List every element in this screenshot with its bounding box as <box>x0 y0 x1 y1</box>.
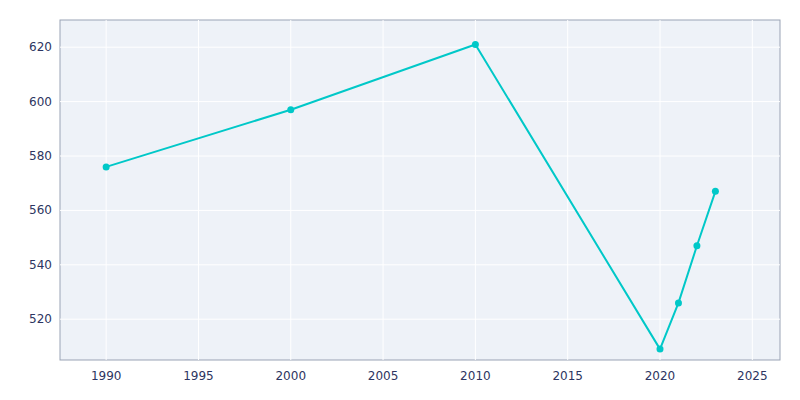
point <box>103 163 110 170</box>
grid-line-x <box>660 20 661 360</box>
grid-line-x <box>752 20 753 360</box>
grid-line-y <box>60 210 780 211</box>
grid-line-x <box>567 20 568 360</box>
series <box>103 41 719 353</box>
x-tick-label: 2025 <box>737 369 768 383</box>
grid-line-y <box>60 47 780 48</box>
chart-svg: 1990 1995 2000 2005 2010 2015 2020 2025 520 540 56… <box>0 0 800 400</box>
chart-container: 1990 1995 2000 2005 2010 2015 2020 2025 520 540 56… <box>0 0 800 400</box>
grid <box>60 20 780 360</box>
x-tick-label: 2005 <box>368 369 399 383</box>
point <box>287 106 294 113</box>
y-tick-label: 580 <box>29 149 52 163</box>
point <box>675 299 682 306</box>
grid-line-x <box>106 20 107 360</box>
point <box>472 41 479 48</box>
y-tick-label: 600 <box>29 95 52 109</box>
y-tick-label: 520 <box>29 312 52 326</box>
point <box>657 346 664 353</box>
x-tick-label: 2020 <box>645 369 676 383</box>
grid-line-x <box>475 20 476 360</box>
x-tick-label: 2015 <box>552 369 583 383</box>
line <box>106 44 715 349</box>
grid-line-x <box>383 20 384 360</box>
point <box>712 188 719 195</box>
x-tick-label: 1990 <box>91 369 122 383</box>
grid-line-y <box>60 156 780 157</box>
grid-line-x <box>198 20 199 360</box>
x-tick-label: 2000 <box>275 369 306 383</box>
tick-labels: 1990 1995 2000 2005 2010 2015 2020 2025 520 540 56… <box>29 40 767 383</box>
y-tick-label: 560 <box>29 203 52 217</box>
grid-line-x <box>290 20 291 360</box>
point <box>693 242 700 249</box>
x-tick-label: 1995 <box>183 369 214 383</box>
grid-line-y <box>60 101 780 102</box>
y-tick-label: 540 <box>29 258 52 272</box>
x-tick-label: 2010 <box>460 369 491 383</box>
grid-line-y <box>60 264 780 265</box>
plot-area <box>60 20 780 360</box>
y-tick-label: 620 <box>29 40 52 54</box>
